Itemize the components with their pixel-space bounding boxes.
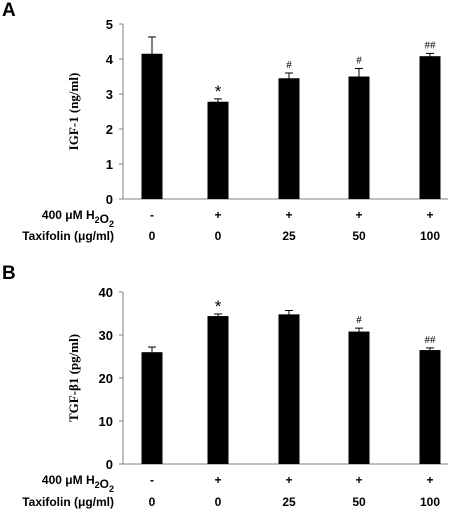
condition-value: 25 (282, 229, 296, 243)
condition-value: 50 (352, 495, 366, 509)
bar (278, 78, 300, 199)
condition-value: - (150, 208, 154, 222)
y-tick-label: 20 (99, 371, 113, 386)
bar (141, 352, 163, 464)
condition-value: 100 (420, 495, 440, 509)
significance-mark: ## (425, 39, 437, 51)
condition-value: + (426, 473, 433, 487)
bar (348, 331, 370, 464)
bar (278, 314, 300, 464)
condition-value: 100 (420, 229, 440, 243)
significance-mark: # (356, 314, 362, 326)
y-tick-label: 10 (99, 414, 113, 429)
bar (419, 56, 441, 200)
condition-value: 25 (282, 495, 296, 509)
significance-mark: * (215, 297, 222, 316)
condition-value: + (426, 208, 433, 222)
condition-label: 400 μM H2O2 (42, 208, 114, 229)
panel-letter: A (2, 0, 16, 21)
condition-label: 400 μM H2O2 (42, 473, 114, 494)
condition-value: 50 (352, 229, 366, 243)
bar (207, 316, 229, 464)
bar (348, 76, 370, 199)
y-tick-label: 0 (106, 457, 113, 472)
condition-value: 0 (149, 229, 156, 243)
condition-value: + (285, 473, 292, 487)
condition-value: + (285, 208, 292, 222)
y-tick-label: 4 (106, 52, 114, 67)
y-axis-label: TGF-β1 (pg/ml) (66, 334, 81, 422)
condition-label: Taxifolin (μg/ml) (22, 229, 114, 243)
y-tick-label: 2 (106, 122, 113, 137)
bar (141, 53, 163, 199)
condition-value: + (214, 208, 221, 222)
condition-label: Taxifolin (μg/ml) (22, 495, 114, 509)
condition-value: + (214, 473, 221, 487)
condition-value: + (355, 208, 362, 222)
condition-value: - (150, 473, 154, 487)
significance-mark: * (215, 82, 222, 101)
significance-mark: ## (425, 334, 437, 346)
y-axis-label: IGF-1 (ng/ml) (66, 73, 81, 151)
y-tick-label: 40 (99, 285, 113, 300)
y-tick-label: 3 (106, 87, 113, 102)
y-tick-label: 5 (106, 17, 113, 32)
significance-mark: # (356, 54, 362, 66)
bar (419, 350, 441, 464)
condition-value: 0 (215, 495, 222, 509)
y-tick-label: 0 (106, 192, 113, 207)
significance-mark: # (286, 59, 292, 71)
condition-value: 0 (215, 229, 222, 243)
y-tick-label: 1 (106, 157, 113, 172)
condition-value: 0 (149, 495, 156, 509)
y-tick-label: 30 (99, 328, 113, 343)
bar (207, 101, 229, 199)
condition-value: + (355, 473, 362, 487)
panel-letter: B (2, 263, 16, 284)
